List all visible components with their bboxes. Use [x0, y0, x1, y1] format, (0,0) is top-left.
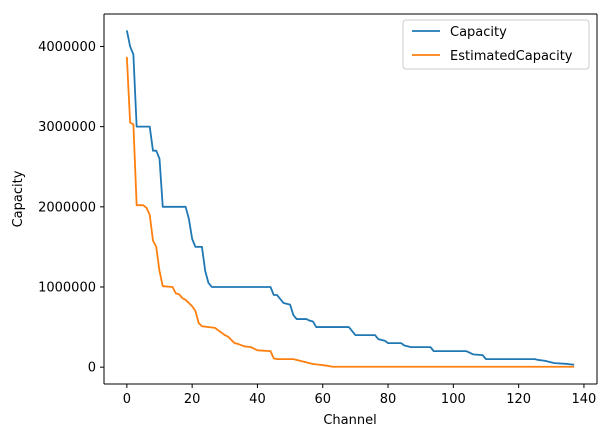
series-layer — [125, 30, 575, 368]
x-axis-label: Channel — [323, 413, 376, 428]
x-tick-label: 80 — [380, 392, 397, 407]
x-tick-label: 40 — [249, 392, 266, 407]
y-tick-label: 1000000 — [38, 280, 96, 295]
y-axis-ticks: 0 1000000 2000000 3000000 4000000 — [38, 40, 104, 376]
x-tick-label: 100 — [441, 392, 466, 407]
x-tick-label: 20 — [184, 392, 201, 407]
x-axis-ticks: 0 20 40 60 80 100 120 140 — [123, 384, 597, 407]
series-line-capacity — [125, 30, 575, 366]
plot-area — [104, 14, 597, 384]
axes-frame — [103, 13, 598, 385]
y-tick-label: 0 — [88, 361, 96, 376]
x-tick-label: 140 — [572, 392, 597, 407]
legend-label-capacity: Capacity — [450, 25, 507, 40]
legend-label-estimated-capacity: EstimatedCapacity — [450, 49, 573, 64]
x-tick-label: 60 — [314, 392, 331, 407]
y-tick-label: 2000000 — [38, 200, 96, 215]
y-axis-label: Capacity — [11, 170, 26, 227]
y-tick-label: 3000000 — [38, 120, 96, 135]
series-line-estimated-capacity — [125, 56, 575, 368]
x-tick-label: 120 — [506, 392, 531, 407]
legend-box — [402, 19, 590, 70]
legend: Capacity EstimatedCapacity — [402, 19, 590, 70]
x-tick-label: 0 — [123, 392, 131, 407]
y-tick-label: 4000000 — [38, 40, 96, 55]
